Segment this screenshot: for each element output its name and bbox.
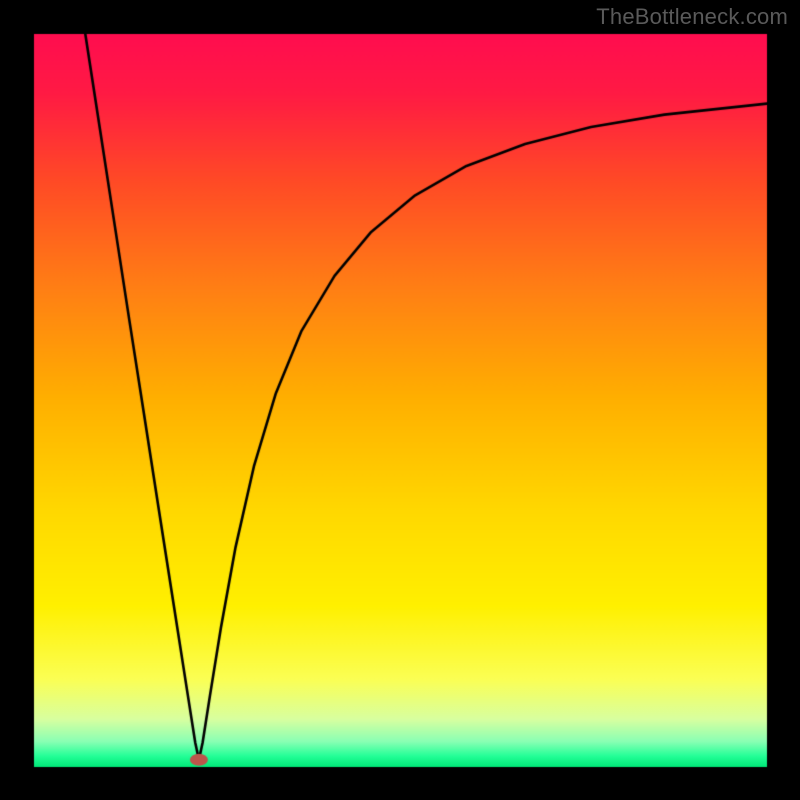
- chart-container: TheBottleneck.com: [0, 0, 800, 800]
- bottleneck-curve-chart: [0, 0, 800, 800]
- watermark-text: TheBottleneck.com: [596, 4, 788, 30]
